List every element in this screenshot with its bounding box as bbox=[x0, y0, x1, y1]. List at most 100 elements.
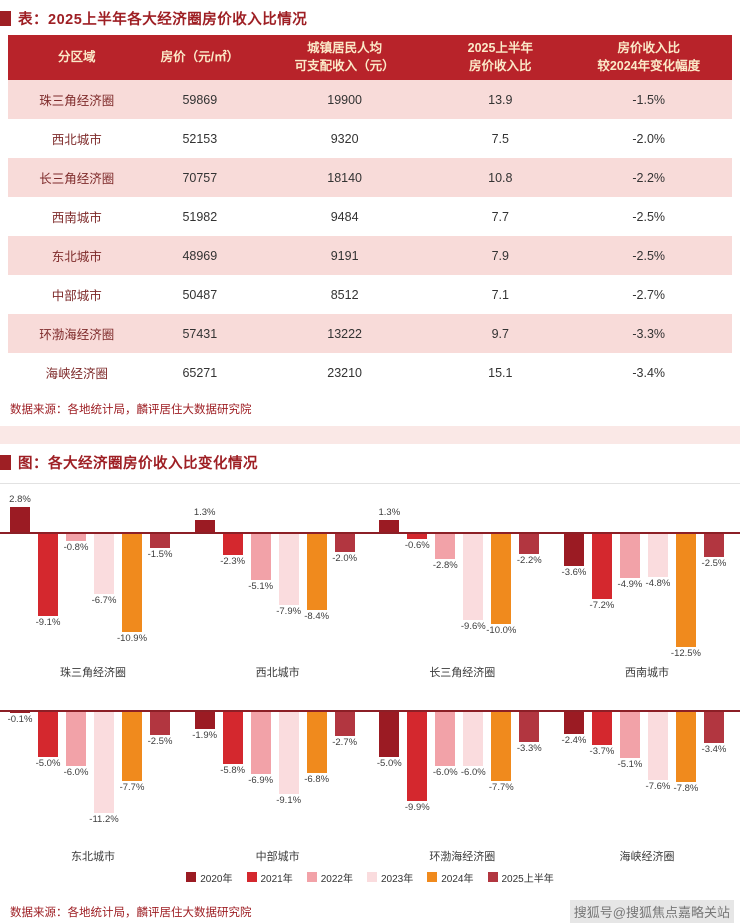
bar bbox=[278, 534, 299, 605]
mini-chart: 1.3% -2.3% -5.1% -7.9% -8.4% -2.0% 西北城市 bbox=[190, 484, 366, 682]
bar-value-label: -5.0% bbox=[376, 758, 402, 769]
legend-item: 2025上半年 bbox=[487, 870, 554, 885]
table-row: 中部城市 50487 8512 7.1 -2.7% bbox=[8, 275, 732, 314]
bar-value-label: -7.9% bbox=[276, 606, 302, 617]
cell-price: 52153 bbox=[182, 131, 218, 146]
column-header: 2025上半年 房价收入比 bbox=[435, 35, 566, 80]
legend-swatch bbox=[487, 872, 498, 882]
cell-price: 51982 bbox=[182, 209, 218, 224]
cell-change: -2.7% bbox=[632, 287, 666, 302]
bar-value-label: -0.8% bbox=[63, 542, 89, 553]
bar bbox=[334, 534, 355, 552]
cell-price: 70757 bbox=[182, 170, 218, 185]
bar-value-label: -6.9% bbox=[248, 775, 274, 786]
bar bbox=[194, 712, 215, 729]
red-square-bullet bbox=[0, 455, 11, 470]
legend-swatch bbox=[367, 872, 377, 882]
legend-label: 2022年 bbox=[320, 873, 353, 885]
legend-swatch bbox=[246, 872, 257, 882]
cell-income: 9484 bbox=[330, 209, 359, 224]
bar-value-label: -7.2% bbox=[589, 600, 615, 611]
cell-region: 西南城市 bbox=[51, 211, 102, 225]
bar-value-label: -2.0% bbox=[332, 553, 358, 564]
legend-item: 2022年 bbox=[306, 870, 353, 885]
cell-ratio: 7.1 bbox=[491, 287, 509, 302]
mini-chart: -1.9% -5.8% -6.9% -9.1% -6.8% -2.7% 中部城市 bbox=[190, 682, 366, 866]
cell-price: 48969 bbox=[182, 248, 218, 263]
table-header-row: 分区域 房价（元/㎡） 城镇居民人均 可支配收入（元） 2025上半年 房价收入比 房价收入… bbox=[8, 35, 732, 80]
bar bbox=[94, 712, 114, 813]
bar bbox=[38, 712, 58, 757]
bar bbox=[519, 534, 540, 554]
legend-swatch bbox=[306, 872, 317, 882]
bar-value-label: -6.7% bbox=[91, 595, 117, 606]
legend-item: 2023年 bbox=[367, 870, 413, 885]
bottom-row: 数据来源：各地统计局，麟评居住大数据研究院 搜狐号@搜狐焦点嘉略关站 bbox=[10, 900, 734, 923]
table-source-note: 数据来源：各地统计局，麟评居住大数据研究院 bbox=[10, 404, 252, 416]
legend-item: 2021年 bbox=[246, 870, 293, 885]
column-header: 房价（元/㎡） bbox=[145, 35, 255, 80]
bar-value-label: -3.4% bbox=[701, 744, 727, 755]
chart-group-name: 东北城市 bbox=[71, 851, 115, 863]
bar bbox=[463, 534, 484, 620]
cell-change: -2.5% bbox=[632, 209, 666, 224]
chart-group-name: 珠三角经济圈 bbox=[60, 667, 126, 679]
cell-change: -2.2% bbox=[632, 170, 666, 185]
legend-label: 2025上半年 bbox=[501, 873, 554, 885]
cell-change: -3.4% bbox=[632, 365, 666, 380]
chart-group-name: 长三角经济圈 bbox=[429, 667, 496, 679]
cell-ratio: 9.7 bbox=[491, 326, 509, 341]
cell-ratio: 7.5 bbox=[491, 131, 509, 146]
bar-value-label: -8.4% bbox=[304, 611, 330, 622]
legend-item: 2024年 bbox=[427, 870, 474, 885]
cell-price: 59869 bbox=[182, 92, 218, 107]
bar-value-label: -3.7% bbox=[589, 746, 615, 757]
bar bbox=[647, 712, 668, 780]
mini-chart: -3.6% -7.2% -4.9% -4.8% -12.5% -2.5% 西南城市 bbox=[559, 484, 735, 682]
bar-value-label: -7.7% bbox=[488, 782, 514, 793]
zero-axis-line bbox=[0, 532, 740, 534]
mini-chart: -2.4% -3.7% -5.1% -7.6% -7.8% -3.4% 海峡经济圈 bbox=[559, 682, 735, 866]
cell-income: 23210 bbox=[327, 365, 363, 380]
bar-value-label: -1.9% bbox=[192, 730, 218, 741]
cell-change: -2.0% bbox=[632, 131, 666, 146]
bar bbox=[222, 534, 243, 555]
bar-value-label: -12.5% bbox=[670, 648, 702, 659]
legend-item: 2020年 bbox=[186, 870, 233, 885]
bar bbox=[591, 534, 612, 599]
cell-income: 9320 bbox=[330, 131, 359, 146]
cell-income: 9191 bbox=[330, 248, 359, 263]
bar bbox=[463, 712, 484, 766]
mini-chart: 2.8% -9.1% -0.8% -6.7% -10.9% -1.5% 珠三角经济圈 bbox=[5, 484, 181, 682]
chart-legend: 2020年 2021年 2022年 2023年 2024年 2025上半年 bbox=[0, 870, 740, 885]
chart-group-name: 西南城市 bbox=[624, 667, 669, 679]
table-row: 西南城市 51982 9484 7.7 -2.5% bbox=[8, 197, 732, 236]
bar-value-label: -5.0% bbox=[35, 758, 61, 769]
bar bbox=[407, 534, 428, 539]
bar-value-label: -3.3% bbox=[516, 743, 542, 754]
bar-value-label: -1.5% bbox=[147, 549, 173, 560]
bar bbox=[491, 534, 512, 624]
table-body: 珠三角经济圈 59869 19900 13.9 -1.5% 西北城市 52153 9320 7.… bbox=[8, 80, 732, 392]
cell-change: -2.5% bbox=[632, 248, 666, 263]
mini-chart: -5.0% -9.9% -6.0% -6.0% -7.7% -3.3% 环渤海经济圈 bbox=[374, 682, 550, 866]
column-header: 城镇居民人均 可支配收入（元） bbox=[254, 35, 436, 80]
table-row: 东北城市 48969 9191 7.9 -2.5% bbox=[8, 236, 732, 275]
table-section-header: 表：2025上半年各大经济圈房价收入比情况 bbox=[0, 0, 740, 33]
bar-value-label: -2.7% bbox=[332, 737, 358, 748]
bar bbox=[435, 534, 456, 559]
table-row: 长三角经济圈 70757 18140 10.8 -2.2% bbox=[8, 158, 732, 197]
chart-panel: 2.8% -9.1% -0.8% -6.7% -10.9% -1.5% 珠三角经济圈 1.3%… bbox=[0, 483, 740, 885]
table-row: 西北城市 52153 9320 7.5 -2.0% bbox=[8, 119, 732, 158]
bar bbox=[150, 534, 170, 548]
bar-value-label: -2.5% bbox=[147, 736, 173, 747]
bar-value-label: -7.8% bbox=[673, 783, 699, 794]
bar bbox=[250, 712, 271, 774]
cell-income: 19900 bbox=[327, 92, 363, 107]
bar-value-label: -5.1% bbox=[617, 759, 643, 770]
cell-region: 海峡经济圈 bbox=[45, 367, 109, 381]
zero-axis-line bbox=[0, 710, 740, 712]
bar bbox=[278, 712, 299, 794]
chart-row-2: -0.1% -5.0% -6.0% -11.2% -7.7% -2.5% 东北城市 -1.9%… bbox=[0, 682, 740, 866]
bar bbox=[150, 712, 170, 735]
